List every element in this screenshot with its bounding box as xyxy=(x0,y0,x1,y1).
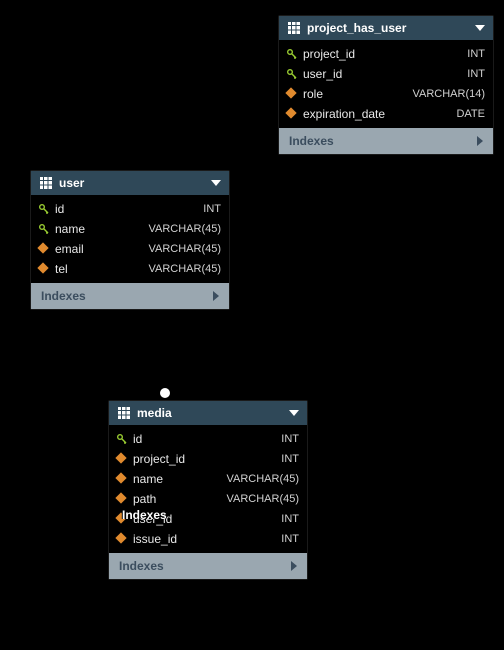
entity-title: project_has_user xyxy=(307,21,406,35)
column-diamond-icon xyxy=(117,454,127,464)
column-name: project_id xyxy=(303,47,355,61)
column-name: name xyxy=(133,472,163,486)
column-name: path xyxy=(133,492,156,506)
indexes-label: Indexes xyxy=(119,559,164,573)
column-row[interactable]: email VARCHAR(45) xyxy=(31,239,229,259)
column-type: VARCHAR(45) xyxy=(226,493,299,505)
column-type: VARCHAR(45) xyxy=(148,263,221,275)
column-row[interactable]: expiration_date DATE xyxy=(279,104,493,124)
indexes-bar[interactable]: Indexes xyxy=(109,553,307,579)
column-row[interactable]: user_id INT xyxy=(279,64,493,84)
table-icon xyxy=(39,176,53,190)
table-icon xyxy=(117,406,131,420)
primary-key-icon xyxy=(287,49,297,59)
column-row[interactable]: role VARCHAR(14) xyxy=(279,84,493,104)
entity-header[interactable]: user xyxy=(31,171,229,195)
column-diamond-icon xyxy=(117,494,127,504)
indexes-bar[interactable]: Indexes xyxy=(31,283,229,309)
column-name: tel xyxy=(55,262,68,276)
column-name: role xyxy=(303,87,323,101)
chevron-down-icon[interactable] xyxy=(475,25,485,31)
column-type: VARCHAR(45) xyxy=(148,223,221,235)
chevron-down-icon[interactable] xyxy=(211,180,221,186)
column-row[interactable]: path VARCHAR(45) xyxy=(109,489,307,509)
column-row[interactable]: project_id INT xyxy=(109,449,307,469)
chevron-right-icon[interactable] xyxy=(477,136,483,146)
entity-header[interactable]: media xyxy=(109,401,307,425)
column-name: issue_id xyxy=(133,532,177,546)
indexes-label-overlap: Indexes xyxy=(122,508,167,522)
column-name: expiration_date xyxy=(303,107,385,121)
entity-media[interactable]: media idINTproject_idINTnameVARCHAR(45)p… xyxy=(108,400,308,580)
column-diamond-icon xyxy=(39,264,49,274)
indexes-label: Indexes xyxy=(289,134,334,148)
column-name: id xyxy=(55,202,64,216)
primary-key-icon xyxy=(39,224,49,234)
column-row[interactable]: issue_id INT xyxy=(109,529,307,549)
entity-project_has_user[interactable]: project_has_user project_id INT user_id IN… xyxy=(278,15,494,155)
column-row[interactable]: name VARCHAR(45) xyxy=(109,469,307,489)
column-type: INT xyxy=(281,533,299,545)
column-row[interactable]: project_id INT xyxy=(279,44,493,64)
column-type: INT xyxy=(203,203,221,215)
indexes-bar[interactable]: Indexes xyxy=(279,128,493,154)
column-type: DATE xyxy=(456,108,485,120)
entity-header[interactable]: project_has_user xyxy=(279,16,493,40)
column-row[interactable]: tel VARCHAR(45) xyxy=(31,259,229,279)
column-row[interactable]: name VARCHAR(45) xyxy=(31,219,229,239)
column-type: VARCHAR(14) xyxy=(412,88,485,100)
column-type: INT xyxy=(281,453,299,465)
column-name: name xyxy=(55,222,85,236)
column-diamond-icon xyxy=(287,109,297,119)
table-icon xyxy=(287,21,301,35)
entity-user[interactable]: user id INT name VARCHAR(45) email VARCHAR(4… xyxy=(30,170,230,310)
relationship-endpoint-dot xyxy=(160,388,170,398)
column-name: project_id xyxy=(133,452,185,466)
column-type: INT xyxy=(467,68,485,80)
entity-title: media xyxy=(137,406,172,420)
column-diamond-icon xyxy=(39,244,49,254)
column-type: VARCHAR(45) xyxy=(148,243,221,255)
column-diamond-icon xyxy=(117,534,127,544)
entity-title: user xyxy=(59,176,84,190)
column-diamond-icon xyxy=(117,474,127,484)
column-row[interactable]: id INT xyxy=(31,199,229,219)
indexes-label: Indexes xyxy=(41,289,86,303)
column-diamond-icon xyxy=(287,89,297,99)
entity-body: project_id INT user_id INT role VARCHAR(14) e… xyxy=(279,40,493,128)
column-type: VARCHAR(45) xyxy=(226,473,299,485)
entity-body: id INT project_id INT name VARCHAR(45) path VAR… xyxy=(109,425,307,553)
chevron-down-icon[interactable] xyxy=(289,410,299,416)
chevron-right-icon[interactable] xyxy=(213,291,219,301)
primary-key-icon xyxy=(287,69,297,79)
column-name: user_id xyxy=(303,67,342,81)
chevron-right-icon[interactable] xyxy=(291,561,297,571)
entity-body: idINT nameVARCHAR(45)emailVARCHAR(45)tel… xyxy=(31,195,229,283)
primary-key-icon xyxy=(39,204,49,214)
column-row[interactable]: id INT xyxy=(109,429,307,449)
column-name: id xyxy=(133,432,142,446)
column-type: INT xyxy=(467,48,485,60)
primary-key-icon xyxy=(117,434,127,444)
column-type: INT xyxy=(281,433,299,445)
column-type: INT xyxy=(281,513,299,525)
column-name: email xyxy=(55,242,84,256)
